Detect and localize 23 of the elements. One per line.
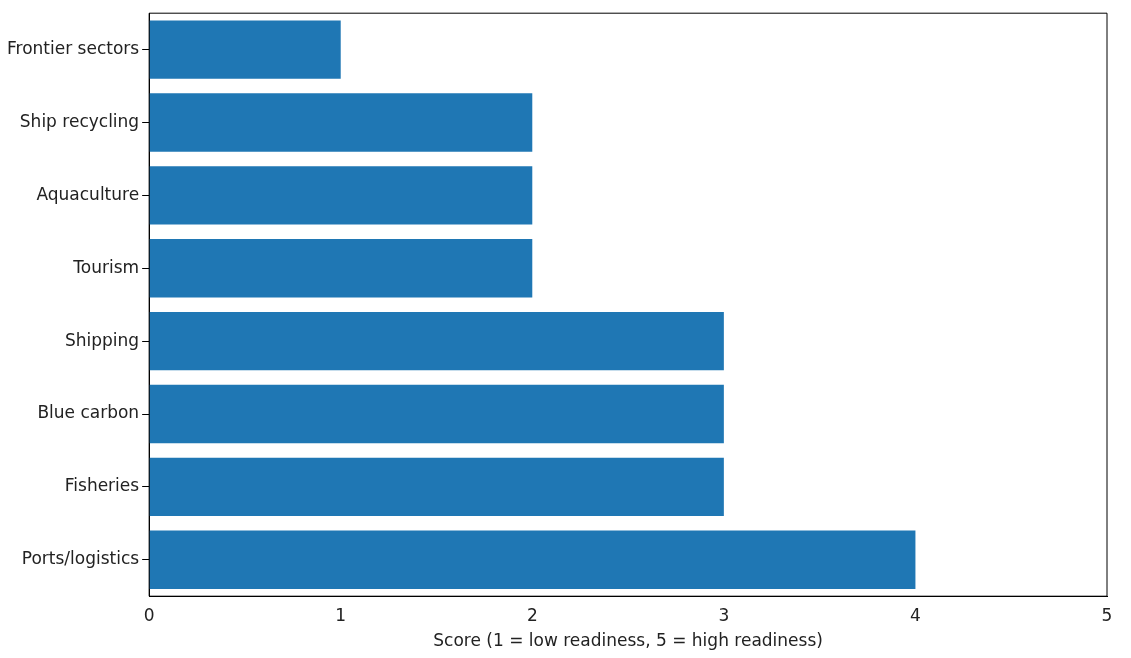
x-tick-label: 1 (335, 604, 347, 625)
y-tick-label: Tourism (72, 256, 140, 277)
bar (149, 93, 533, 152)
bar (149, 20, 341, 79)
y-tick-label: Aquaculture (36, 183, 140, 204)
y-tick-label: Ship recycling (19, 110, 140, 131)
x-tick-label: 3 (718, 604, 730, 625)
x-tick-label: 4 (910, 604, 921, 625)
x-axis-title: Score (1 = low readiness, 5 = high readiness) (433, 630, 823, 651)
x-tick-label: 2 (526, 604, 538, 625)
y-tick-label: Shipping (64, 329, 140, 350)
y-tick-label: Blue carbon (37, 402, 140, 423)
bar (149, 311, 724, 371)
bar (149, 457, 724, 517)
y-tick-label: Frontier sectors (6, 38, 140, 59)
x-tick-label: 0 (143, 604, 155, 625)
y-tick-label: Ports/logistics (21, 548, 140, 569)
x-tick-label: 5 (1101, 604, 1113, 625)
bar (149, 239, 533, 298)
bar (149, 530, 916, 589)
bar (149, 384, 724, 444)
y-tick-label: Fisheries (64, 475, 140, 496)
bar (149, 166, 533, 225)
